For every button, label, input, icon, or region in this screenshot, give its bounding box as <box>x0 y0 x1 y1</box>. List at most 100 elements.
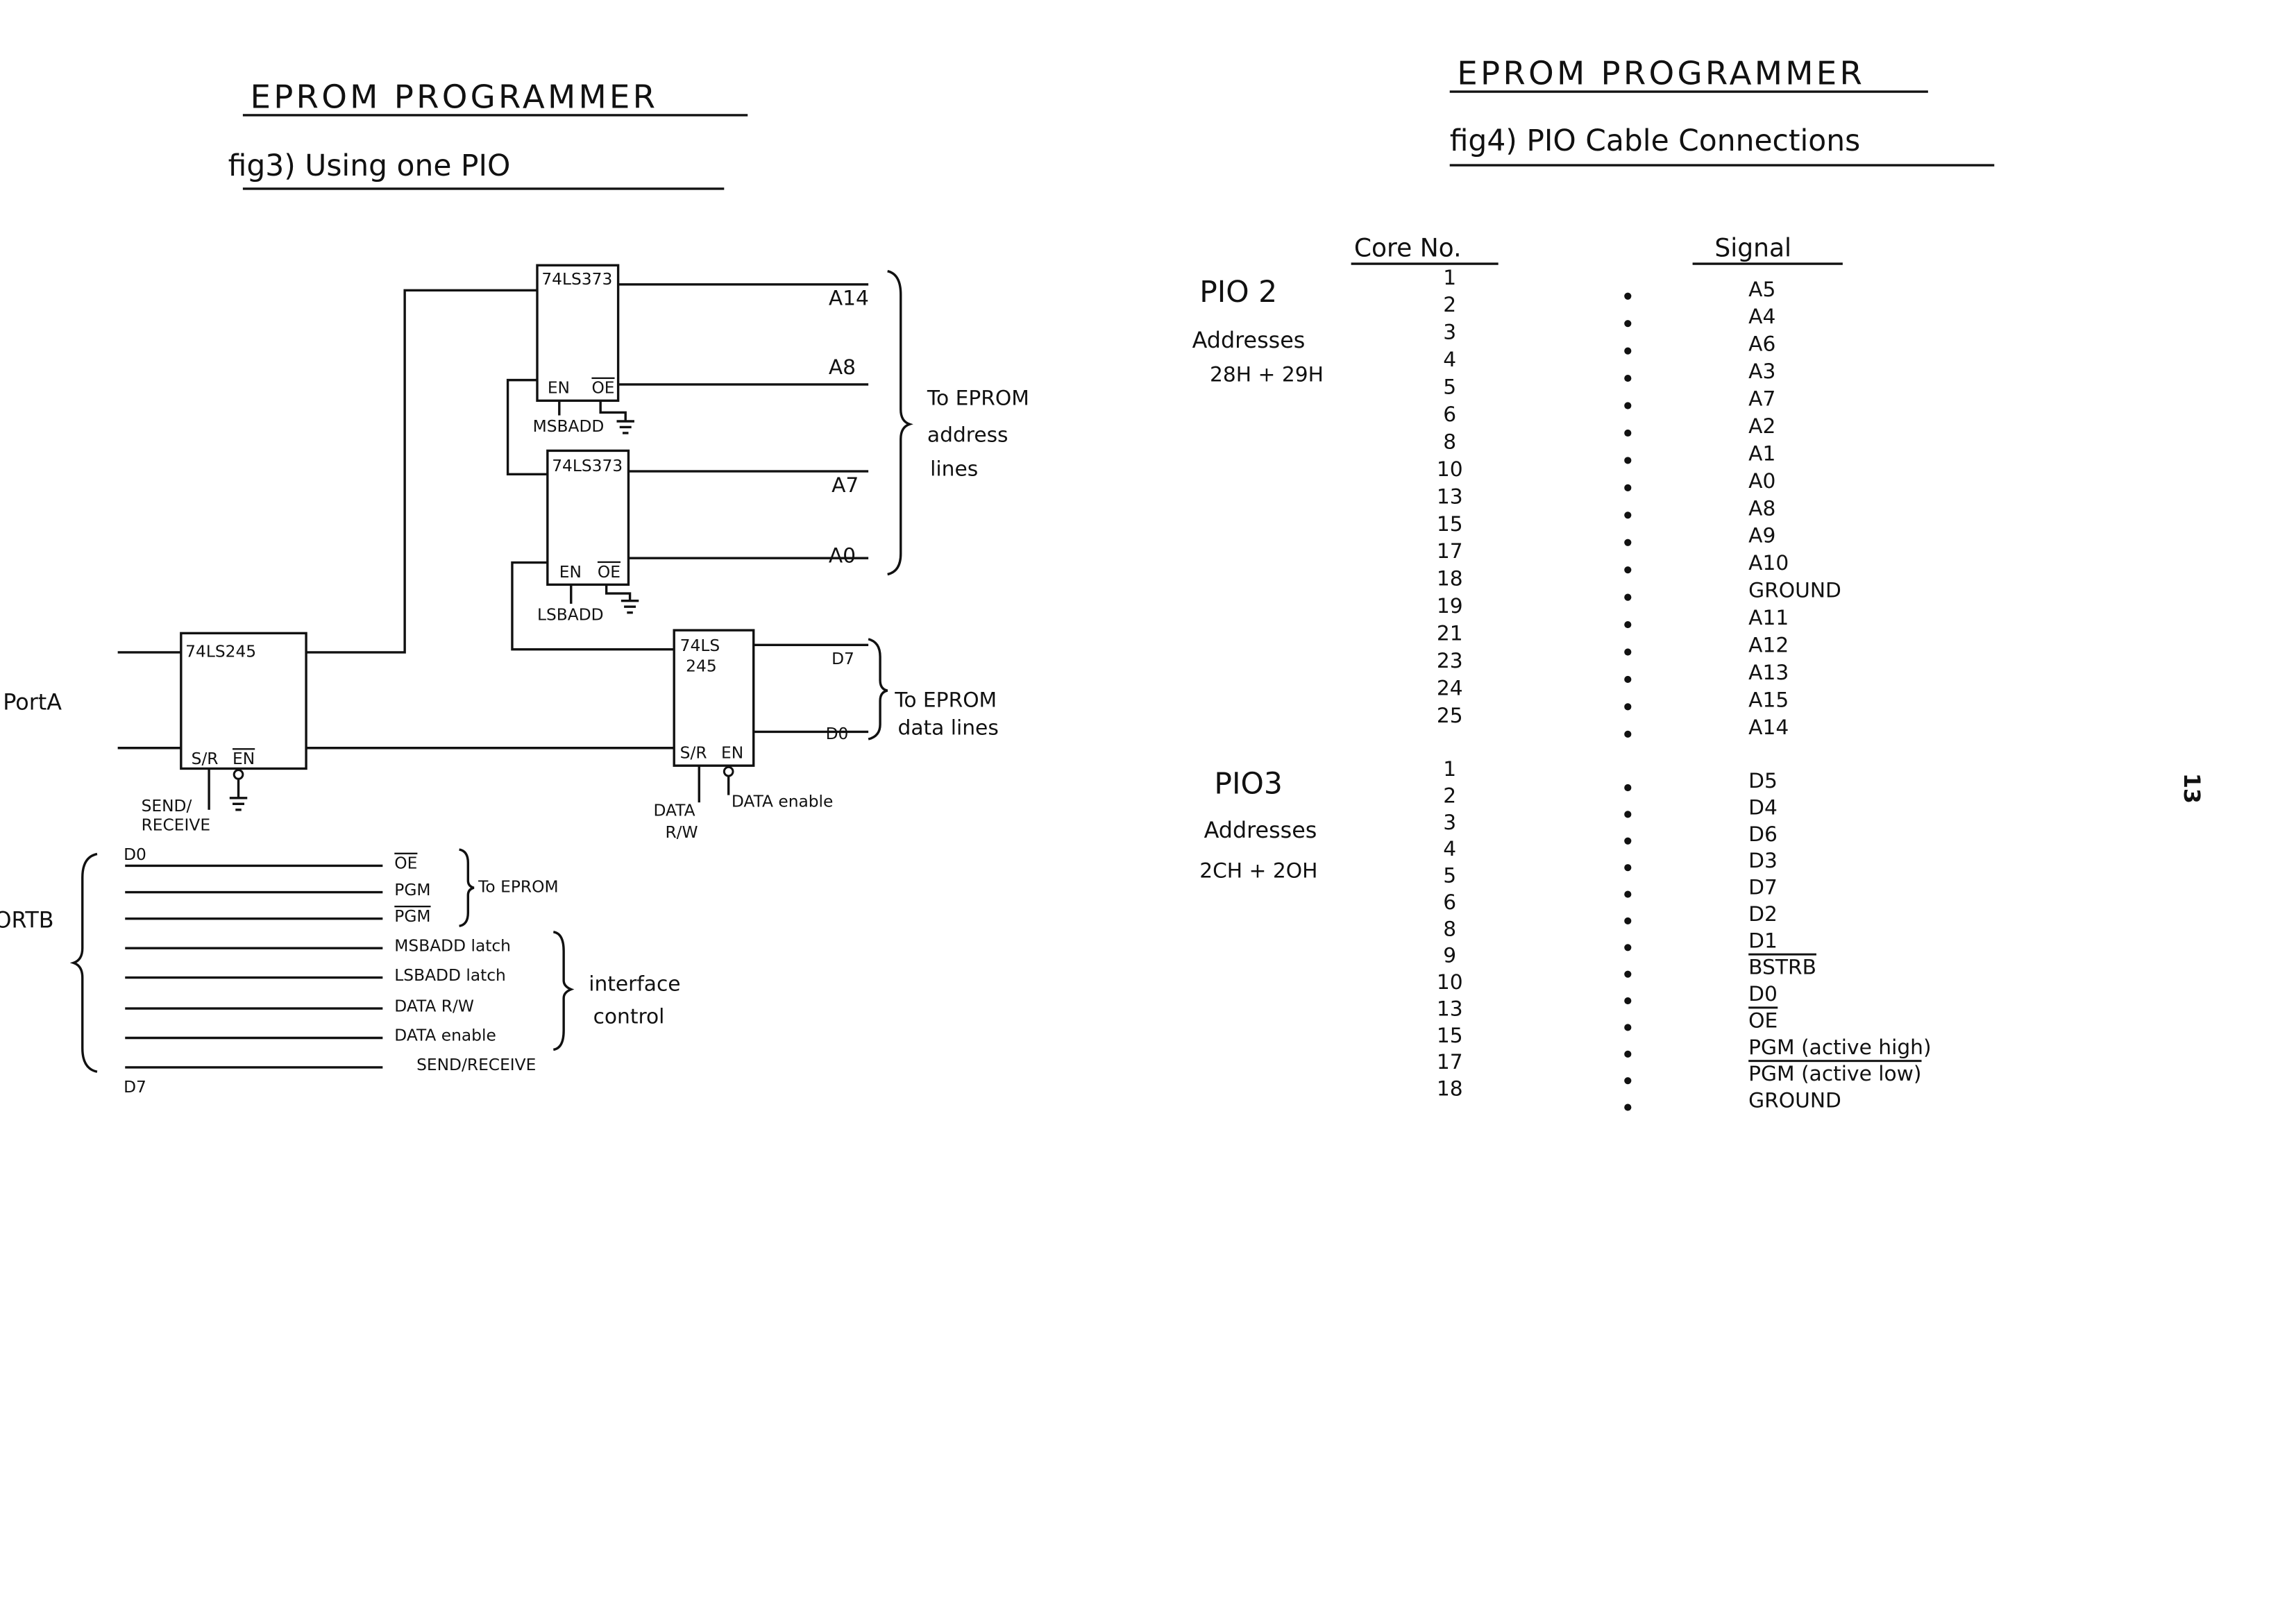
group-addresses-label: Addresses <box>1192 328 1306 353</box>
port-b-label: ORTB <box>0 907 54 933</box>
addr-a8: A8 <box>829 355 856 379</box>
port-b-signal-label: SEND/RECEIVE <box>416 1056 536 1074</box>
signal-name: D1 <box>1748 928 1778 952</box>
address-note: address <box>927 423 1008 447</box>
signal-name: GROUND <box>1748 1088 1841 1113</box>
signal-name: D0 <box>1748 981 1778 1006</box>
port-b-signal-label: PGM <box>394 907 430 926</box>
group-addresses: 28H + 29H <box>1210 362 1324 387</box>
signal-name: A6 <box>1748 332 1775 356</box>
data-note: To EPROM <box>894 687 997 711</box>
data-d7: D7 <box>832 650 854 668</box>
table-row: 2 A4 <box>1443 292 1775 328</box>
connection-dot <box>1624 511 1632 519</box>
signal-name: D2 <box>1748 902 1778 926</box>
chip-label: 245 <box>686 657 717 675</box>
connection-dot <box>1624 997 1632 1005</box>
signal-name: D7 <box>1748 875 1778 899</box>
chip-label: 74LS245 <box>185 642 256 661</box>
core-number: 9 <box>1443 943 1456 967</box>
table-row: 15 PGM (active high) <box>1437 1023 1932 1059</box>
core-number: 1 <box>1443 265 1456 289</box>
pin-oe: OE <box>598 563 621 582</box>
connection-dot <box>1624 620 1632 629</box>
signal-name: A8 <box>1748 496 1775 520</box>
connection-dot <box>1624 374 1632 382</box>
core-number: 17 <box>1437 1049 1463 1074</box>
right-title: EPROM PROGRAMMER <box>1457 55 1865 92</box>
data-d0: D0 <box>826 725 849 743</box>
connection-dot <box>1624 811 1632 818</box>
chip-label: 74LS373 <box>541 270 612 289</box>
addr-a0: A0 <box>829 543 856 568</box>
pin-sr: S/R <box>192 750 219 768</box>
core-number: 6 <box>1443 890 1456 914</box>
port-b-signal-label: DATA R/W <box>394 997 474 1015</box>
signal-name: A10 <box>1748 550 1789 575</box>
connection-dot <box>1624 457 1632 464</box>
core-number: 2 <box>1443 783 1456 807</box>
table-row: 8 D1 <box>1443 916 1778 952</box>
table-row: 2 D4 <box>1443 783 1778 819</box>
pin-en: EN <box>548 379 570 398</box>
data-enable-label: DATA enable <box>732 793 834 811</box>
core-number: 5 <box>1443 863 1456 888</box>
port-a-label: PortA <box>3 690 62 716</box>
column-header-signal: Signal <box>1714 235 1791 263</box>
wire <box>599 400 627 422</box>
group-addresses: 2CH + 2OH <box>1199 858 1317 882</box>
brace <box>552 931 575 1051</box>
port-b-signal-label: MSBADD latch <box>394 936 511 955</box>
signal-name: A5 <box>1748 277 1775 301</box>
signal-name: A0 <box>1748 468 1775 493</box>
connection-dot <box>1624 864 1632 872</box>
signal-name: BSTRB <box>1748 955 1816 979</box>
core-number: 6 <box>1443 402 1456 426</box>
core-number: 2 <box>1443 292 1456 316</box>
connection-dot <box>1624 320 1632 328</box>
core-number: 4 <box>1443 347 1456 371</box>
brace <box>887 270 913 576</box>
connection-dot <box>1624 566 1632 574</box>
chip-74ls245-port-a <box>180 632 307 770</box>
pin-sr: S/R <box>680 744 707 763</box>
table-row: 17 PGM (active low) <box>1437 1049 1922 1085</box>
core-number: 5 <box>1443 375 1456 399</box>
signal-name: GROUND <box>1748 578 1841 602</box>
connection-dot <box>1624 703 1632 711</box>
signal-name: A2 <box>1748 414 1775 438</box>
connection-dot <box>1624 970 1632 978</box>
core-number: 1 <box>1443 756 1456 781</box>
table-row: 3 A6 <box>1443 320 1775 356</box>
table-row: 15 A9 <box>1437 511 1776 548</box>
signal-name: PGM (active low) <box>1748 1061 1921 1085</box>
port-b-d0: D0 <box>124 845 146 864</box>
pin-en: EN <box>721 744 743 763</box>
table-row: 5 A7 <box>1443 375 1775 411</box>
data-rw-label: R/W <box>665 823 698 842</box>
send-receive-label: SEND/ <box>142 797 192 815</box>
address-note: To EPROM <box>927 386 1029 410</box>
inverter-bubble <box>233 769 244 780</box>
data-note: data lines <box>898 716 999 740</box>
chip-label: 74LS <box>680 636 720 655</box>
core-number: 18 <box>1437 1076 1463 1101</box>
table-row: 6 A2 <box>1443 402 1775 438</box>
connection-dot <box>1624 784 1632 792</box>
right-subtitle: fig4) PIO Cable Connections <box>1450 124 1860 158</box>
table-row: 23 A13 <box>1437 648 1789 684</box>
data-rw-label: DATA <box>654 801 695 820</box>
core-number: 15 <box>1437 1023 1463 1047</box>
connection-dot <box>1624 917 1632 925</box>
group-name: PIO3 <box>1214 767 1282 801</box>
connection-dot <box>1624 1077 1632 1085</box>
ground-symbol <box>229 797 248 811</box>
core-number: 10 <box>1437 970 1463 994</box>
connection-dot <box>1624 944 1632 951</box>
table-row: 17 A10 <box>1437 539 1789 575</box>
wire <box>306 289 537 654</box>
connection-dot <box>1624 402 1632 409</box>
pin-oe: OE <box>591 379 614 398</box>
table-row: 3 D6 <box>1443 810 1778 846</box>
